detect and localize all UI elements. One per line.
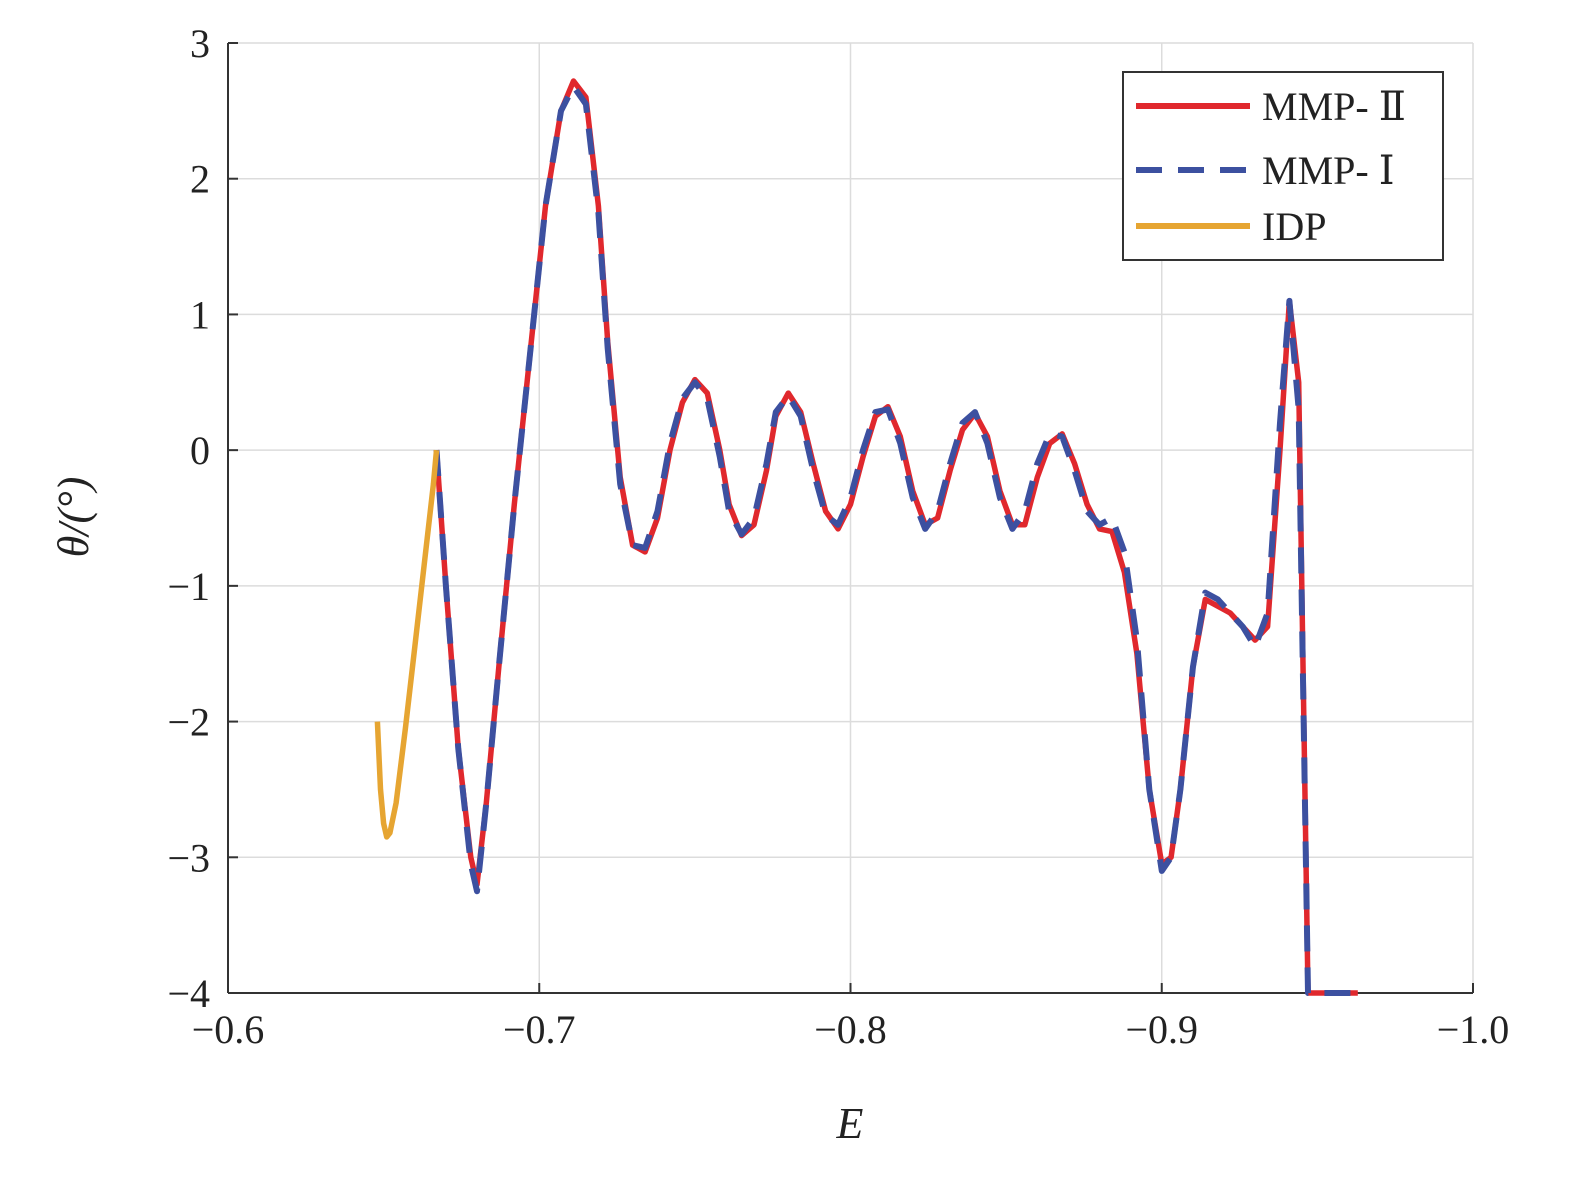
y-tick-label: −4 [167, 971, 210, 1016]
x-tick-label: −0.8 [814, 1007, 887, 1052]
y-tick-label: −1 [167, 564, 210, 609]
y-tick-label: 3 [190, 21, 210, 66]
y-tick-label: 1 [190, 292, 210, 337]
x-tick-label: −0.9 [1125, 1007, 1198, 1052]
series-line-idp [374, 449, 440, 840]
y-tick-label: 0 [190, 428, 210, 473]
legend: MMP- Ⅱ MMP- Ⅰ IDP [1122, 71, 1444, 261]
y-tick-label: −2 [167, 700, 210, 745]
x-tick-label: −1.0 [1437, 1007, 1510, 1052]
x-axis-label: E [836, 1099, 864, 1148]
data-series [374, 78, 1358, 996]
axes [227, 42, 1474, 994]
legend-label-mmp-ii: MMP- Ⅱ [1262, 84, 1406, 129]
x-tick-label: −0.7 [503, 1007, 576, 1052]
y-tick-label: −3 [167, 835, 210, 880]
legend-label-mmp-i: MMP- Ⅰ [1262, 148, 1395, 193]
y-axis-label: θ/(°) [49, 477, 98, 558]
x-tick-label: −0.6 [192, 1007, 265, 1052]
tick-labels: −0.6 −0.7 −0.8 −0.9 −1.0 3 2 1 0 −1 −2 −3 −4 [167, 21, 1509, 1052]
legend-label-idp: IDP [1262, 204, 1326, 249]
y-tick-label: 2 [190, 157, 210, 202]
series-line-mmp-i [433, 83, 1358, 996]
